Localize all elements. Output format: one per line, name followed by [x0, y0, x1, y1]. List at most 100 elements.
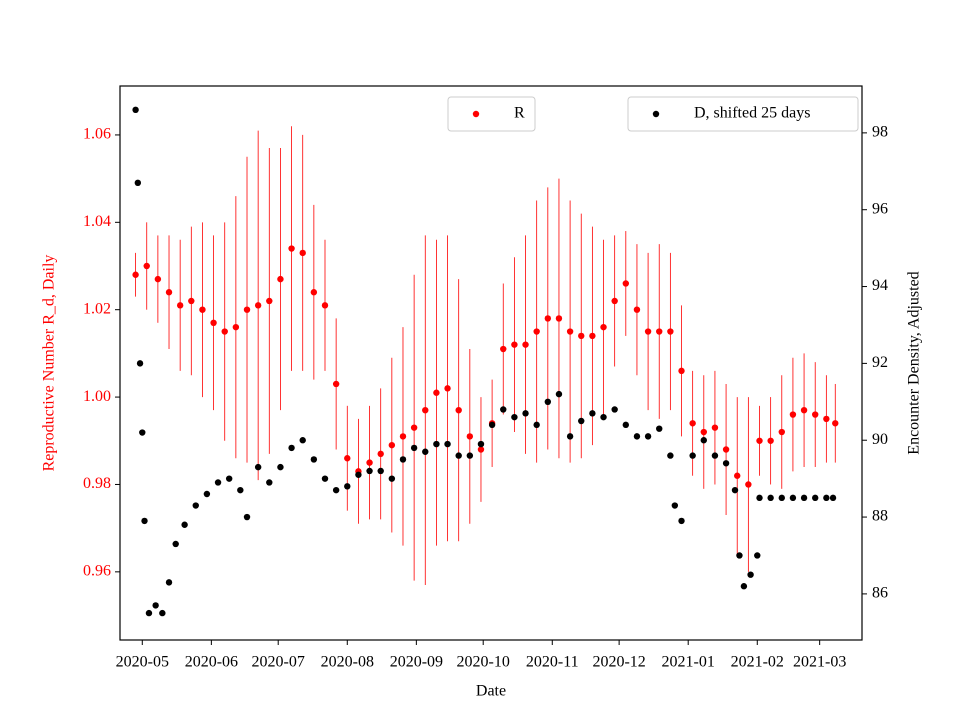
point: [134, 179, 142, 187]
point: [266, 479, 273, 486]
y-tick-label: 1.02: [83, 300, 111, 317]
point: [332, 486, 340, 494]
point: [466, 452, 474, 459]
point: [767, 437, 774, 444]
point: [214, 479, 222, 486]
point: [678, 517, 685, 525]
y2-tick-label: 86: [872, 585, 888, 602]
point: [756, 494, 763, 502]
point: [172, 540, 179, 548]
point: [422, 406, 429, 414]
point: [388, 475, 396, 482]
point: [778, 428, 785, 436]
point: [139, 429, 146, 436]
point: [344, 455, 351, 462]
point: [555, 390, 563, 398]
x-tick-label: 2020-07: [252, 654, 305, 671]
point: [455, 452, 462, 459]
point: [277, 275, 284, 283]
point: [188, 297, 195, 305]
point: [466, 433, 474, 440]
legend-box: [627, 96, 859, 132]
x-tick-label: 2020-11: [526, 654, 579, 671]
point: [511, 341, 518, 348]
point: [789, 411, 797, 418]
point: [165, 579, 173, 586]
point: [455, 406, 462, 414]
point: [689, 420, 696, 427]
point: [136, 360, 144, 367]
point: [731, 486, 739, 494]
point: [321, 302, 329, 309]
point: [711, 452, 719, 459]
y-tick-label: 0.98: [83, 475, 111, 492]
x-tick-label: 2021-02: [731, 654, 784, 671]
point: [210, 319, 217, 327]
point: [633, 433, 641, 440]
point: [740, 583, 748, 590]
point: [667, 452, 674, 459]
point: [500, 406, 507, 413]
point: [656, 425, 663, 432]
point: [203, 490, 211, 498]
point: [366, 467, 373, 475]
point: [566, 433, 574, 440]
point: [633, 306, 641, 313]
point: [589, 332, 596, 340]
point: [176, 302, 184, 309]
point: [812, 411, 819, 418]
y-tick-label: 1.04: [83, 213, 111, 230]
point: [656, 328, 663, 335]
point: [722, 460, 730, 467]
point: [159, 609, 166, 617]
legend-label: D, shifted 25 days: [694, 105, 810, 122]
y2-tick-label: 96: [872, 200, 888, 217]
x-tick-label: 2020-10: [457, 654, 510, 671]
point: [589, 410, 596, 417]
legend-marker: [652, 110, 660, 118]
point: [522, 410, 529, 417]
point: [132, 271, 139, 278]
point: [141, 517, 148, 525]
y-tick-label: 1.00: [83, 388, 111, 405]
point: [444, 385, 451, 392]
point: [756, 437, 763, 444]
point: [377, 467, 384, 475]
point: [700, 437, 707, 444]
point: [644, 328, 652, 335]
point: [488, 421, 496, 429]
y-axis-label: Reproductive Number R_d, Daily: [41, 255, 58, 472]
point: [747, 571, 754, 578]
point: [388, 441, 396, 449]
point: [181, 521, 188, 528]
point: [823, 415, 830, 423]
point: [422, 448, 429, 455]
point: [132, 106, 139, 114]
x-tick-label: 2020-12: [592, 654, 645, 671]
point: [511, 413, 518, 421]
point: [321, 475, 329, 482]
point: [433, 440, 440, 448]
point: [277, 463, 284, 471]
point: [152, 602, 159, 609]
y-tick-label: 0.96: [83, 563, 111, 580]
point: [310, 289, 318, 296]
point: [611, 406, 618, 413]
x-tick-label: 2021-03: [793, 654, 846, 671]
x-tick-label: 2020-06: [185, 654, 238, 671]
point: [566, 328, 574, 335]
point: [410, 424, 418, 431]
point: [221, 328, 228, 335]
x-tick-label: 2020-05: [116, 654, 169, 671]
point: [800, 494, 808, 502]
point: [366, 459, 373, 466]
legend-label: R: [514, 105, 525, 122]
point: [232, 323, 240, 331]
point: [399, 456, 407, 463]
point: [237, 486, 244, 494]
point: [578, 332, 585, 340]
y2-tick-label: 92: [872, 354, 888, 371]
point: [192, 502, 199, 509]
point: [667, 328, 674, 335]
